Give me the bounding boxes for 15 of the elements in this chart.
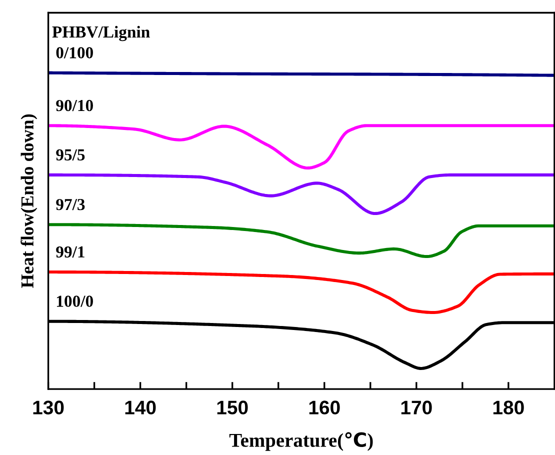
- x-tick-label: 170: [401, 400, 432, 414]
- x-axis-title: Temperature(℃): [229, 432, 373, 451]
- series-label: 95/5: [56, 149, 85, 160]
- x-tick-label: 160: [309, 400, 340, 414]
- series-label: 0/100: [56, 47, 93, 58]
- x-tick-label: 180: [493, 400, 524, 414]
- x-tick-label: 140: [125, 400, 156, 414]
- series-label: 90/10: [56, 100, 93, 112]
- x-tick-label: 130: [33, 400, 64, 414]
- y-axis-title: Heat flow(Endo down): [20, 114, 38, 288]
- series-label: 99/1: [56, 246, 84, 258]
- series-label: 97/3: [56, 198, 85, 210]
- legend-title: PHBV/Lignin: [52, 26, 150, 42]
- x-tick-label: 150: [217, 400, 248, 414]
- series-label: 100/0: [56, 296, 93, 307]
